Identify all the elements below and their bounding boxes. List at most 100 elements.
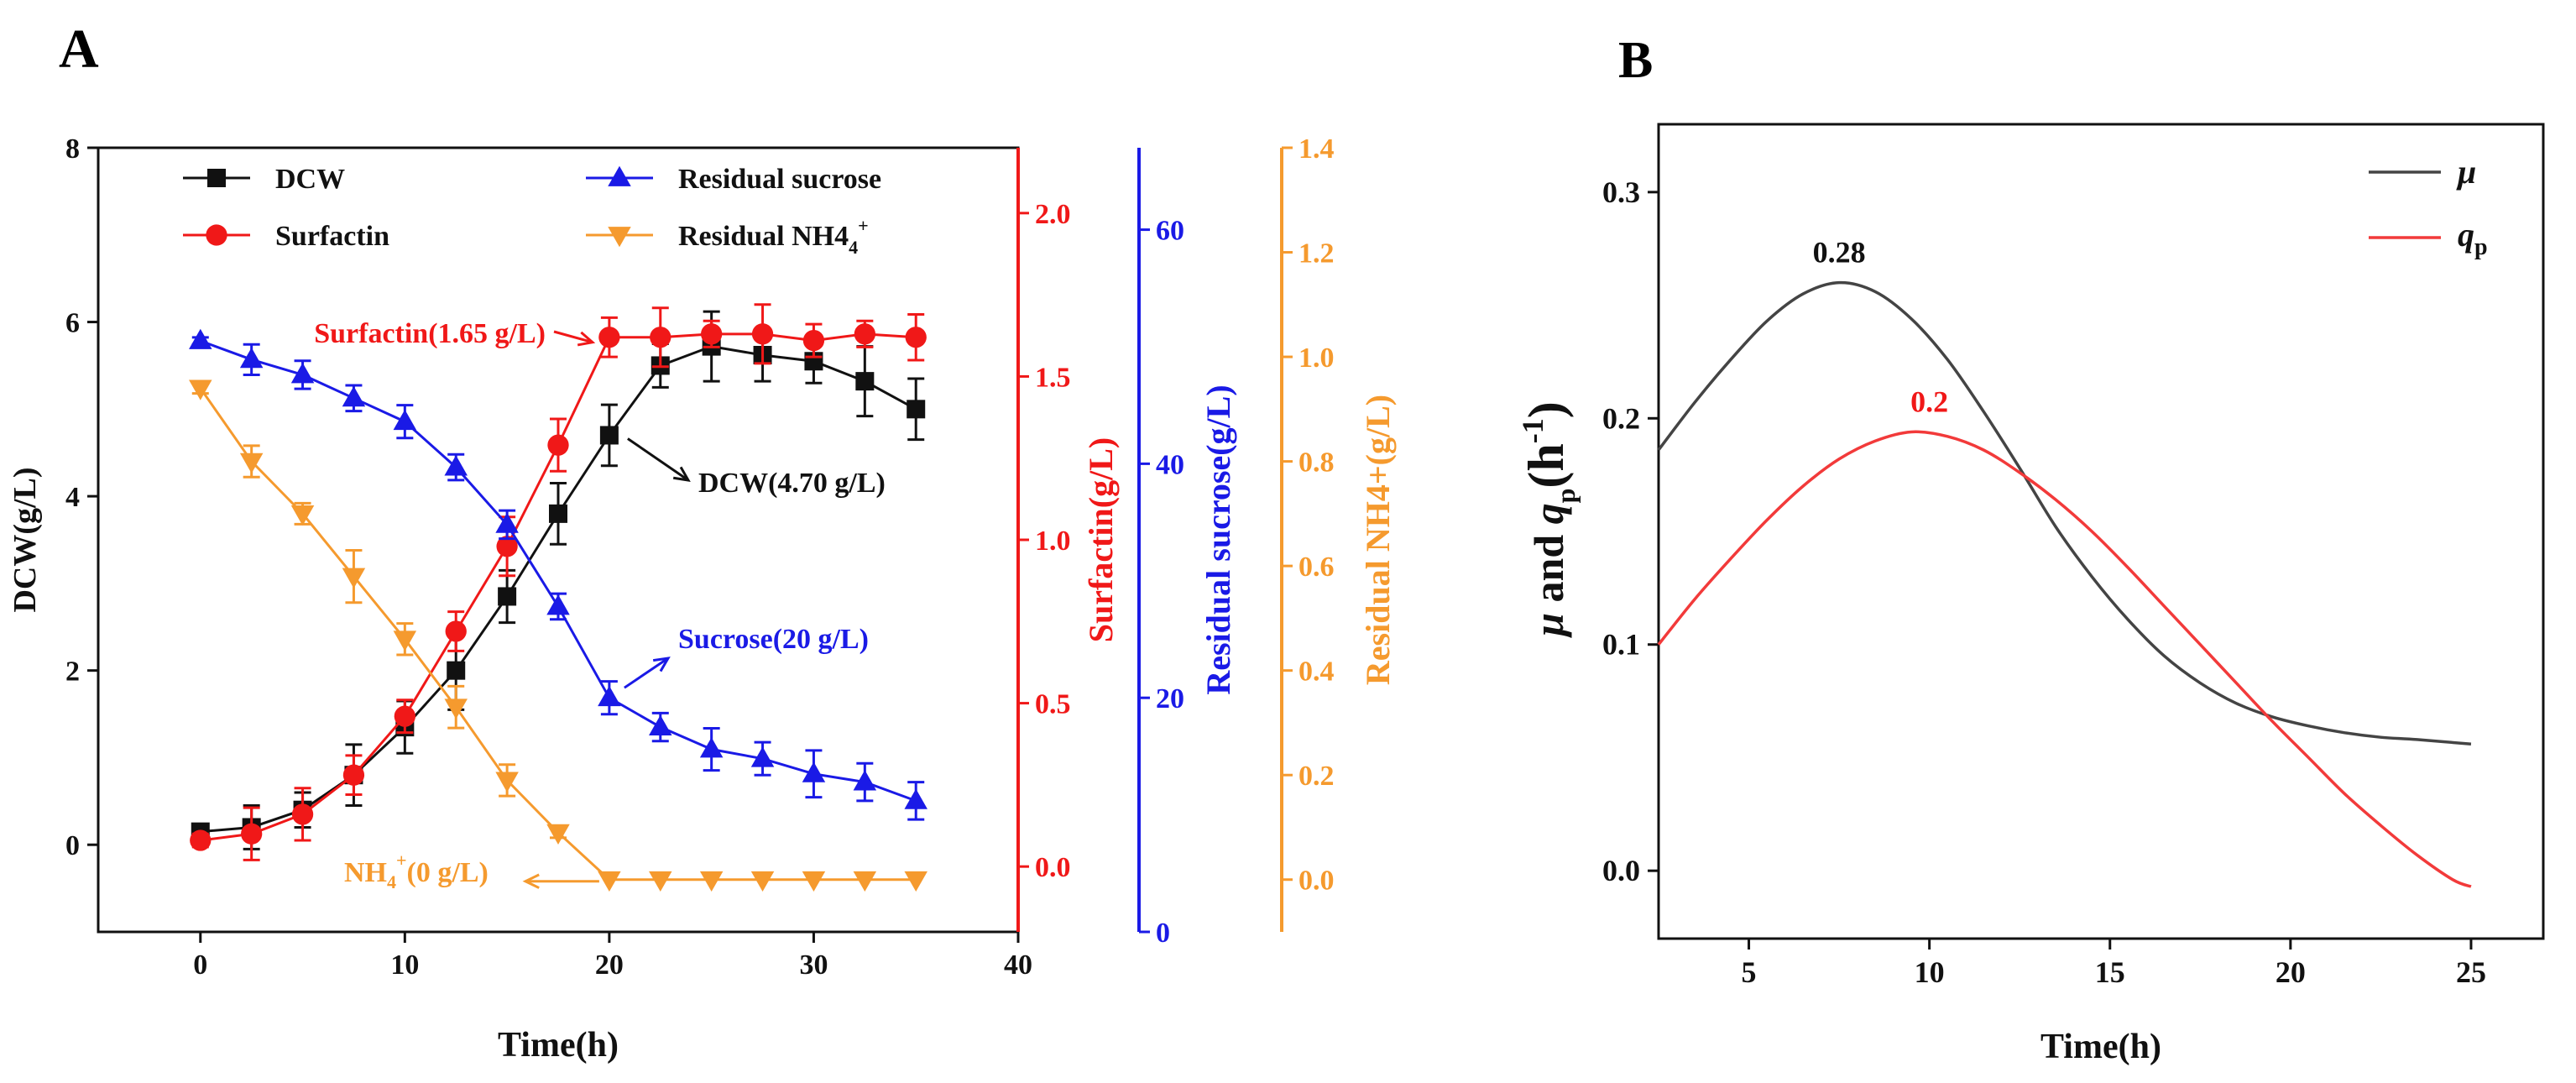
- x-tick-label-a: 0: [193, 950, 207, 981]
- series-line-qp: [1657, 430, 2472, 888]
- annotation-nh4-sub: 4: [387, 871, 396, 892]
- y-tick-label-dcw: 4: [65, 482, 80, 513]
- data-point-sucr: [546, 594, 570, 615]
- data-point-dcw: [498, 587, 517, 606]
- annotation-nh4: NH4+(0 g/L): [344, 850, 489, 892]
- y-tick-label-nh4: 0.6: [1298, 552, 1335, 583]
- annotation-dcw: DCW(4.70 g/L): [698, 468, 886, 499]
- data-point-sucr: [699, 737, 724, 758]
- y-tick-label-b: 0.1: [1602, 628, 1640, 662]
- y-tick-label-b: 0.2: [1602, 401, 1640, 435]
- data-point-surf: [241, 823, 263, 845]
- legend-label: Residual sucrose: [678, 164, 881, 195]
- y-tick-label-surf: 0.5: [1035, 689, 1071, 720]
- y-label-exp: -1: [1516, 418, 1549, 443]
- y-tick-label-b: 0.0: [1602, 854, 1640, 887]
- panel-a-chart: 0 10 20 30 40Time(h)02468DCW(g/L)0.00.51.01.…: [8, 133, 1397, 1065]
- legend-label-qp: qp: [2458, 216, 2488, 260]
- data-point-surf: [445, 620, 467, 642]
- data-point-nh4: [853, 871, 877, 892]
- data-point-sucr: [802, 761, 826, 782]
- data-point-sucr: [904, 788, 927, 809]
- annotation-qp-peak: 0.2: [1910, 385, 1948, 418]
- data-point-nh4: [598, 871, 621, 892]
- annotation-sucrose: Sucrose(20 g/L): [678, 624, 869, 655]
- y-label-q: q: [1525, 503, 1572, 535]
- legend-b: μ qp: [2369, 153, 2488, 260]
- data-point-nh4: [495, 772, 519, 793]
- series-line-mu: [1657, 280, 2472, 746]
- y-tick-label-dcw: 6: [65, 308, 80, 339]
- data-point-surf: [802, 329, 825, 352]
- data-point-sucr: [853, 770, 877, 791]
- data-point-surf: [598, 327, 620, 348]
- x-tick-label-a: 20: [595, 950, 624, 981]
- y-axis-label-dcw: DCW(g/L): [8, 467, 43, 612]
- annotation-arrow-surfactin-head: [577, 331, 596, 347]
- data-point-surf: [854, 323, 875, 345]
- y-label-unit: (h: [1518, 443, 1574, 488]
- y-axis-label-nh4: Residual NH4+(g/L): [1359, 395, 1397, 685]
- panel-label-b: B: [1618, 32, 1653, 89]
- data-point-surf: [342, 764, 365, 786]
- annotation-arrow-sucrose-head: [652, 657, 671, 672]
- data-point-surf: [190, 829, 212, 851]
- data-point-nh4: [393, 630, 417, 651]
- y-tick-label-b: 0.3: [1602, 175, 1640, 209]
- data-point-nh4: [649, 871, 672, 892]
- data-point-dcw: [599, 426, 619, 445]
- data-point-sucr: [342, 386, 366, 407]
- legend-label: Residual NH44+: [678, 215, 869, 258]
- x-axis-label-b: Time(h): [2040, 1028, 2161, 1066]
- data-point-sucr: [750, 746, 775, 767]
- y-tick-label-sucr: 0: [1156, 918, 1170, 949]
- x-tick-label-b: 5: [1742, 955, 1757, 989]
- y-tick-label-dcw: 8: [65, 133, 80, 165]
- annotations-a: Surfactin(1.65 g/L) DCW(4.70 g/L) Sucrose(…: [314, 318, 886, 892]
- data-point-nh4: [189, 379, 212, 400]
- y-axis-label-sucr: Residual sucrose(g/L): [1199, 385, 1237, 694]
- y-tick-label-sucr: 60: [1156, 216, 1184, 247]
- data-point-nh4: [444, 698, 468, 719]
- panel-b-frame: [1657, 123, 2545, 940]
- y-tick-label-surf: 1.5: [1035, 362, 1071, 393]
- y-tick-label-nh4: 1.4: [1298, 133, 1335, 165]
- y-label-mu: μ: [1525, 602, 1572, 638]
- data-point-nh4: [904, 871, 927, 892]
- annotation-arrow-nh4-head: [522, 873, 540, 889]
- y-tick-label-sucr: 40: [1156, 449, 1184, 480]
- data-point-dcw: [447, 661, 466, 680]
- series-surfactin: [190, 303, 927, 861]
- data-point-sucr: [649, 714, 672, 735]
- data-point-surf: [751, 323, 774, 345]
- legend-label-mu: μ: [2456, 153, 2476, 191]
- y-tick-label-surf: 0.0: [1035, 852, 1071, 883]
- y-label-sub: p: [1550, 489, 1581, 504]
- x-tick-label-a: 30: [799, 950, 828, 981]
- data-point-dcw: [907, 400, 926, 419]
- annotation-arrow-sucrose: [624, 657, 669, 689]
- legend-marker: [608, 165, 631, 186]
- y-label-close: ): [1518, 401, 1574, 418]
- y-tick-label-surf: 2.0: [1035, 199, 1071, 230]
- data-point-nh4: [802, 871, 826, 892]
- legend-marker: [207, 169, 226, 187]
- x-tick-label-b: 10: [1915, 955, 1945, 989]
- data-point-sucr: [290, 363, 315, 384]
- annotation-arrow-dcw-head: [672, 466, 691, 482]
- data-point-sucr: [444, 455, 468, 476]
- data-point-surf: [905, 327, 927, 348]
- y-tick-label-sucr: 20: [1156, 683, 1184, 714]
- legend-label-q: q: [2458, 216, 2474, 254]
- x-tick-label-b: 25: [2456, 955, 2486, 989]
- x-tick-label-b: 20: [2276, 955, 2306, 989]
- legend-a: DCW Residual sucrose Surfactin Residual NH4…: [183, 164, 881, 258]
- series-line-sucr: [200, 339, 917, 803]
- data-point-nh4: [239, 453, 264, 473]
- data-point-sucr: [495, 512, 519, 533]
- data-point-surf: [291, 803, 314, 825]
- annotation-nh4-value: (0 g/L): [407, 857, 489, 888]
- series-residual-sucrose: [189, 328, 927, 821]
